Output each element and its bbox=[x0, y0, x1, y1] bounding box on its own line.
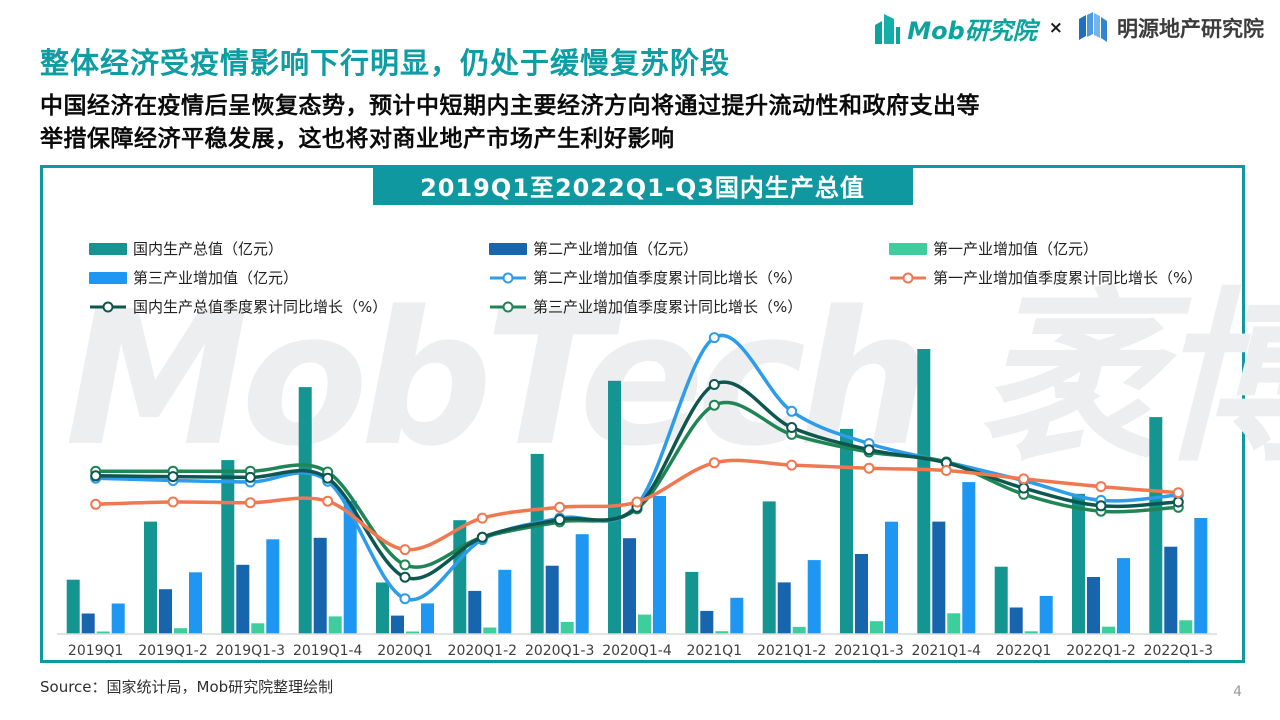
header-logos: Mob研究院 × 明源地产研究院 bbox=[874, 10, 1264, 46]
page-subtitle-line2: 举措保障经济平稳发展，这也将对商业地产市场产生利好影响 bbox=[40, 125, 675, 152]
legend-label: 国内生产总值季度累计同比增长（%） bbox=[133, 298, 388, 316]
logo-separator: × bbox=[1048, 18, 1063, 38]
svg-text:2021Q1-4: 2021Q1-4 bbox=[912, 643, 982, 659]
mingyuan-logo-text: 明源地产研究院 bbox=[1117, 17, 1264, 41]
line-series-primary-growth bbox=[90, 457, 1184, 556]
x-axis-labels: 2019Q1 2019Q1-2 2019Q1-3 2019Q1-4 2020Q1 2020… bbox=[68, 643, 1213, 659]
svg-text:2021Q1-2: 2021Q1-2 bbox=[757, 643, 827, 659]
mob-logo-text: Mob研究院 bbox=[907, 16, 1037, 45]
mingyuan-logo: 明源地产研究院 bbox=[1075, 10, 1264, 46]
legend-item: 国内生产总值（亿元） bbox=[88, 238, 488, 259]
legend-bar-swatch bbox=[89, 271, 127, 284]
svg-text:2019Q1-3: 2019Q1-3 bbox=[216, 643, 286, 659]
legend-label: 第一产业增加值（亿元） bbox=[933, 240, 1099, 258]
legend-label: 国内生产总值（亿元） bbox=[133, 240, 284, 258]
mingyuan-book-icon bbox=[1079, 12, 1107, 42]
legend-label: 第三产业增加值（亿元） bbox=[133, 269, 299, 287]
legend-item: 第三产业增加值（亿元） bbox=[88, 267, 488, 288]
legend-label: 第二产业增加值季度累计同比增长（%） bbox=[533, 269, 803, 287]
page-subtitle: 中国经济在疫情后呈恢复态势，预计中短期内主要经济方向将通过提升流动性和政府支出等… bbox=[40, 90, 980, 155]
mob-building-icon bbox=[875, 14, 901, 44]
legend-item: 第三产业增加值季度累计同比增长（%） bbox=[488, 296, 888, 317]
svg-text:2021Q1-3: 2021Q1-3 bbox=[834, 643, 904, 659]
legend-item: 第二产业增加值季度累计同比增长（%） bbox=[488, 267, 888, 288]
page-subtitle-line1: 中国经济在疫情后呈恢复态势，预计中短期内主要经济方向将通过提升流动性和政府支出等 bbox=[40, 93, 980, 119]
legend-line-swatch bbox=[490, 301, 526, 312]
legend-column-2: 第二产业增加值（亿元） 第二产业增加值季度累计同比增长（%） 第三产业增加值季度累计… bbox=[488, 238, 888, 317]
svg-text:2019Q1: 2019Q1 bbox=[68, 643, 124, 659]
chart-legend: 国内生产总值（亿元） 第三产业增加值（亿元） 国内生产总值季度累计同比增长（%） 第… bbox=[88, 238, 1202, 317]
svg-text:2020Q1: 2020Q1 bbox=[377, 643, 433, 659]
legend-bar-swatch bbox=[89, 242, 127, 255]
legend-label: 第二产业增加值（亿元） bbox=[533, 240, 699, 258]
svg-text:2019Q1-4: 2019Q1-4 bbox=[293, 643, 363, 659]
page-title: 整体经济受疫情影响下行明显，仍处于缓慢复苏阶段 bbox=[40, 46, 731, 80]
combo-chart: 2019Q1 2019Q1-2 2019Q1-3 2019Q1-4 2020Q1 2020… bbox=[57, 332, 1217, 659]
legend-label: 第三产业增加值季度累计同比增长（%） bbox=[533, 298, 803, 316]
legend-item: 第一产业增加值季度累计同比增长（%） bbox=[888, 267, 1202, 288]
bar-series-tertiary bbox=[111, 482, 1208, 634]
svg-text:2020Q1-3: 2020Q1-3 bbox=[525, 643, 595, 659]
chart-container: MobTech 袤博 2019Q1至2022Q1-Q3国内生产总值 国内生产总值… bbox=[40, 165, 1280, 663]
svg-text:2022Q1-2: 2022Q1-2 bbox=[1066, 643, 1136, 659]
legend-line-swatch bbox=[90, 301, 126, 312]
legend-item: 国内生产总值季度累计同比增长（%） bbox=[88, 296, 488, 317]
bar-series-secondary bbox=[81, 521, 1178, 634]
svg-text:2020Q1-4: 2020Q1-4 bbox=[602, 643, 672, 659]
svg-text:2019Q1-2: 2019Q1-2 bbox=[138, 643, 208, 659]
bar-series-primary bbox=[96, 613, 1193, 634]
mob-logo: Mob研究院 bbox=[874, 11, 1037, 46]
source-text: Source：国家统计局，Mob研究院整理绘制 bbox=[40, 678, 334, 696]
legend-column-1: 国内生产总值（亿元） 第三产业增加值（亿元） 国内生产总值季度累计同比增长（%） bbox=[88, 238, 488, 317]
legend-label: 第一产业增加值季度累计同比增长（%） bbox=[933, 269, 1203, 287]
legend-bar-swatch bbox=[489, 242, 527, 255]
legend-line-swatch bbox=[890, 272, 926, 283]
svg-text:2022Q1: 2022Q1 bbox=[996, 643, 1052, 659]
legend-column-3: 第一产业增加值（亿元） 第一产业增加值季度累计同比增长（%） bbox=[888, 238, 1202, 317]
legend-bar-swatch bbox=[889, 242, 927, 255]
svg-text:2021Q1: 2021Q1 bbox=[687, 643, 743, 659]
legend-item: 第一产业增加值（亿元） bbox=[888, 238, 1202, 259]
bar-series-gdp bbox=[66, 349, 1163, 634]
svg-text:2022Q1-3: 2022Q1-3 bbox=[1144, 643, 1214, 659]
legend-item: 第二产业增加值（亿元） bbox=[488, 238, 888, 259]
legend-line-swatch bbox=[490, 272, 526, 283]
chart-title-banner: 2019Q1至2022Q1-Q3国内生产总值 bbox=[372, 166, 913, 205]
page-number: 4 bbox=[1233, 684, 1242, 700]
line-series-secondary-growth bbox=[90, 332, 1184, 605]
svg-text:2020Q1-2: 2020Q1-2 bbox=[448, 643, 518, 659]
